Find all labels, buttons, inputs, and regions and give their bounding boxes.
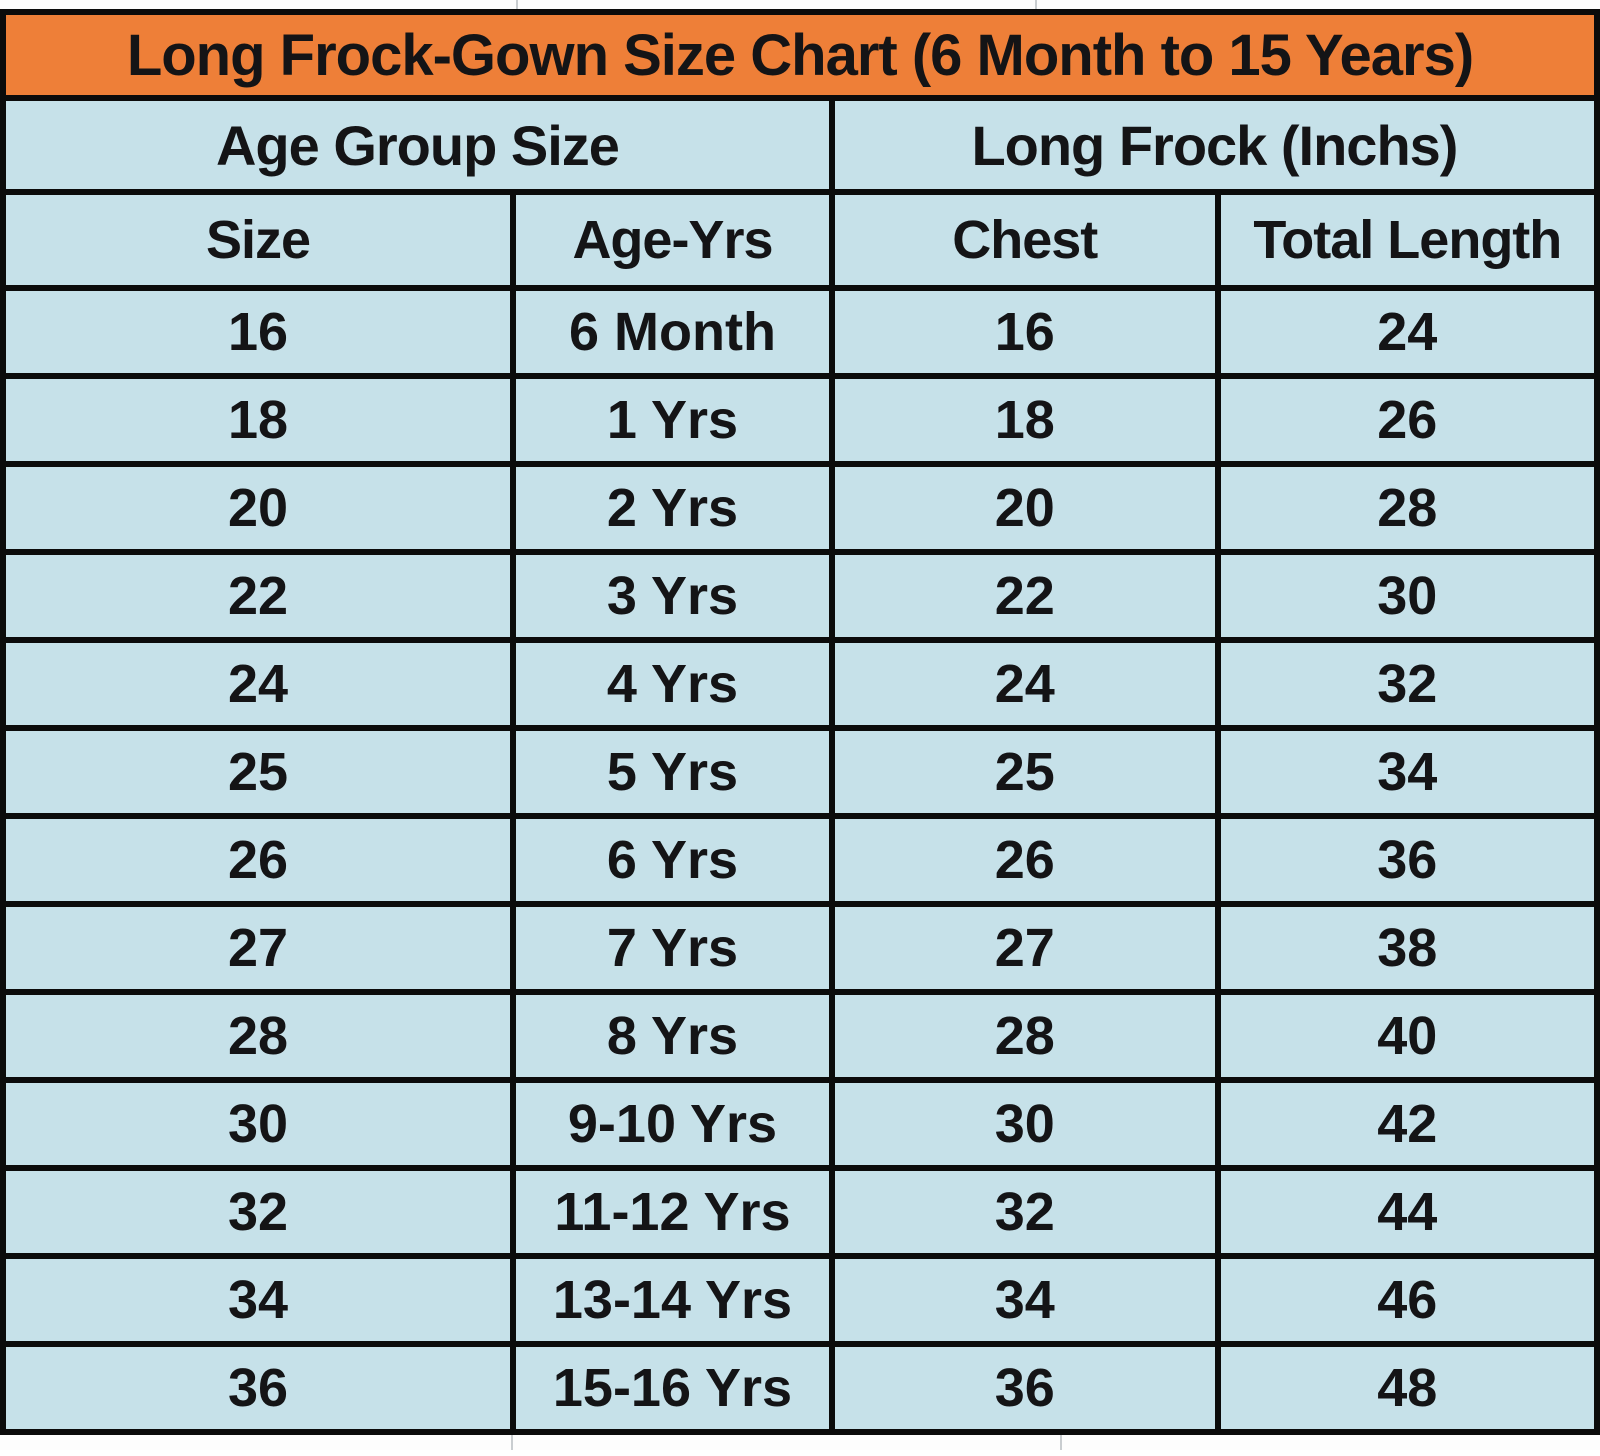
table-cell: 26 xyxy=(828,813,1221,907)
table-cell: 4 Yrs xyxy=(510,637,835,731)
table-cell: 5 Yrs xyxy=(510,725,835,819)
table-cell: 28 xyxy=(1214,461,1600,555)
column-header-row: Size Age-Yrs Chest Total Length xyxy=(0,189,1600,291)
table-row: 36 15-16 Yrs 36 48 xyxy=(0,1341,1600,1435)
table-row: 22 3 Yrs 22 30 xyxy=(0,549,1600,643)
table-row: 24 4 Yrs 24 32 xyxy=(0,637,1600,731)
table-cell: 27 xyxy=(828,901,1221,995)
table-cell: 24 xyxy=(828,637,1221,731)
column-header-size: Size xyxy=(0,189,517,291)
table-cell: 18 xyxy=(828,373,1221,467)
table-cell: 34 xyxy=(828,1253,1221,1347)
table-cell: 24 xyxy=(1214,285,1600,379)
table-cell: 26 xyxy=(1214,373,1600,467)
table-cell: 16 xyxy=(0,285,517,379)
group-header-frock: Long Frock (Inchs) xyxy=(828,95,1600,195)
table-cell: 20 xyxy=(828,461,1221,555)
table-cell: 9-10 Yrs xyxy=(510,1077,835,1171)
table-row: 25 5 Yrs 25 34 xyxy=(0,725,1600,819)
table-cell: 34 xyxy=(1214,725,1600,819)
table-cell: 27 xyxy=(0,901,517,995)
gridline-remnant xyxy=(1035,0,1037,9)
gridline-remnant xyxy=(511,1435,513,1450)
table-cell: 30 xyxy=(1214,549,1600,643)
table-cell: 34 xyxy=(0,1253,517,1347)
table-cell: 32 xyxy=(0,1165,517,1259)
chart-title: Long Frock-Gown Size Chart (6 Month to 1… xyxy=(0,9,1600,101)
top-margin-strip xyxy=(0,0,1600,9)
column-header-chest: Chest xyxy=(828,189,1221,291)
table-cell: 6 Yrs xyxy=(510,813,835,907)
table-row: 18 1 Yrs 18 26 xyxy=(0,373,1600,467)
table-cell: 26 xyxy=(0,813,517,907)
gridline-remnant xyxy=(1060,1435,1062,1450)
size-chart-table: Long Frock-Gown Size Chart (6 Month to 1… xyxy=(0,9,1600,1435)
table-cell: 22 xyxy=(828,549,1221,643)
table-cell: 3 Yrs xyxy=(510,549,835,643)
title-row: Long Frock-Gown Size Chart (6 Month to 1… xyxy=(0,9,1600,101)
table-cell: 48 xyxy=(1214,1341,1600,1435)
table-row: 27 7 Yrs 27 38 xyxy=(0,901,1600,995)
table-cell: 44 xyxy=(1214,1165,1600,1259)
table-cell: 24 xyxy=(0,637,517,731)
table-cell: 28 xyxy=(0,989,517,1083)
table-row: 26 6 Yrs 26 36 xyxy=(0,813,1600,907)
table-cell: 42 xyxy=(1214,1077,1600,1171)
table-row: 34 13-14 Yrs 34 46 xyxy=(0,1253,1600,1347)
table-cell: 8 Yrs xyxy=(510,989,835,1083)
table-cell: 16 xyxy=(828,285,1221,379)
table-cell: 11-12 Yrs xyxy=(510,1165,835,1259)
table-cell: 46 xyxy=(1214,1253,1600,1347)
table-row: 20 2 Yrs 20 28 xyxy=(0,461,1600,555)
table-row: 30 9-10 Yrs 30 42 xyxy=(0,1077,1600,1171)
table-cell: 22 xyxy=(0,549,517,643)
table-cell: 20 xyxy=(0,461,517,555)
table-cell: 36 xyxy=(0,1341,517,1435)
table-cell: 7 Yrs xyxy=(510,901,835,995)
table-cell: 36 xyxy=(828,1341,1221,1435)
table-cell: 25 xyxy=(828,725,1221,819)
table-cell: 25 xyxy=(0,725,517,819)
table-row: 28 8 Yrs 28 40 xyxy=(0,989,1600,1083)
table-body: 16 6 Month 16 24 18 1 Yrs 18 26 20 2 Yrs 20 28 22 3 Y… xyxy=(0,285,1600,1435)
table-cell: 32 xyxy=(828,1165,1221,1259)
table-row: 32 11-12 Yrs 32 44 xyxy=(0,1165,1600,1259)
column-header-age-yrs: Age-Yrs xyxy=(510,189,835,291)
table-cell: 30 xyxy=(828,1077,1221,1171)
table-row: 16 6 Month 16 24 xyxy=(0,285,1600,379)
column-header-total-length: Total Length xyxy=(1214,189,1600,291)
group-header-row: Age Group Size Long Frock (Inchs) xyxy=(0,95,1600,195)
group-header-age: Age Group Size xyxy=(0,95,835,195)
table-cell: 30 xyxy=(0,1077,517,1171)
table-cell: 13-14 Yrs xyxy=(510,1253,835,1347)
table-cell: 28 xyxy=(828,989,1221,1083)
table-cell: 6 Month xyxy=(510,285,835,379)
table-cell: 40 xyxy=(1214,989,1600,1083)
table-cell: 15-16 Yrs xyxy=(510,1341,835,1435)
table-cell: 32 xyxy=(1214,637,1600,731)
table-cell: 18 xyxy=(0,373,517,467)
table-cell: 38 xyxy=(1214,901,1600,995)
table-cell: 36 xyxy=(1214,813,1600,907)
gridline-remnant xyxy=(516,0,518,9)
bottom-margin-strip xyxy=(0,1435,1600,1450)
table-cell: 1 Yrs xyxy=(510,373,835,467)
table-cell: 2 Yrs xyxy=(510,461,835,555)
